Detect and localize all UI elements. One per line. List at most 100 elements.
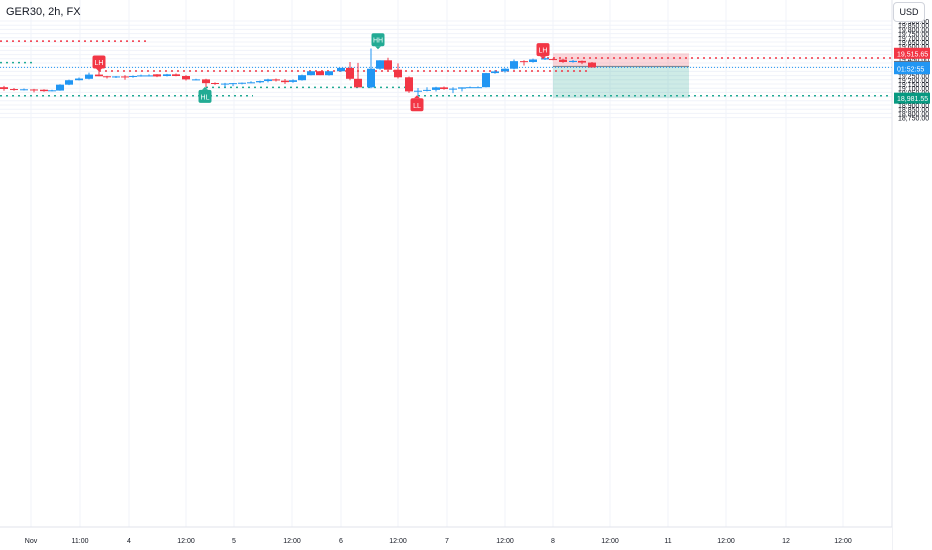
candle (163, 73, 171, 77)
price-tick-label: 19,850.00 (898, 23, 929, 30)
candle (432, 86, 440, 92)
price-tick-label: 19,700.00 (898, 36, 929, 43)
stop-loss-zone (553, 53, 689, 67)
candle-body (325, 71, 333, 76)
candle (316, 70, 324, 76)
price-tag: 18,981.55 (894, 92, 930, 104)
candle-body (405, 77, 413, 92)
price-tag-text: 01:52:55 (897, 67, 924, 74)
candle (307, 71, 315, 76)
time-tick-label: 12:00 (177, 538, 195, 545)
candle-body (56, 84, 64, 91)
candle-body (529, 59, 537, 62)
candle-body (137, 75, 145, 77)
swing-label-text: HL (201, 94, 210, 101)
price-tick-label: 18,750.00 (898, 116, 929, 123)
price-tick-label: 19,200.00 (898, 78, 929, 85)
candle (153, 74, 161, 78)
candle (440, 86, 448, 90)
candle-body (307, 71, 315, 76)
candle-body (501, 68, 509, 72)
candle-body (192, 79, 200, 81)
candle (529, 58, 537, 63)
candle (264, 78, 272, 83)
candle (588, 61, 596, 68)
swing-label-text: LH (95, 60, 104, 67)
price-tick-label: 19,100.00 (898, 86, 929, 93)
candle (482, 72, 490, 88)
swing-label-box (371, 33, 385, 47)
candle-body (95, 74, 103, 77)
candle-body (264, 79, 272, 82)
candle (202, 78, 210, 87)
candle-body (256, 81, 264, 83)
candle (325, 71, 333, 76)
candle-body (202, 79, 210, 84)
candle (559, 58, 567, 63)
candle-body (367, 68, 375, 88)
swing-label-text: LH (539, 48, 548, 55)
candle (137, 74, 145, 77)
candle (423, 87, 431, 92)
candle-body (588, 62, 596, 68)
swing-label[interactable]: HH (371, 33, 385, 50)
price-tag-text: 18,981.55 (897, 96, 928, 103)
candle-body (229, 83, 237, 85)
position-zones (553, 53, 689, 99)
candle (211, 82, 219, 85)
candle-body (129, 76, 137, 78)
price-axis: 19,900.0019,850.0019,800.0019,750.0019,7… (891, 0, 932, 550)
candle-body (289, 80, 297, 82)
candle-body (153, 74, 161, 77)
candle-body (466, 87, 474, 89)
swing-label-pointer (540, 56, 546, 60)
time-tick-label: 12:00 (283, 538, 301, 545)
candle (569, 60, 577, 63)
candle (192, 78, 200, 81)
candle (40, 89, 48, 92)
time-tick-label: 7 (445, 538, 449, 545)
candle (221, 82, 229, 88)
candle-body (145, 75, 153, 77)
swing-label[interactable]: LL (410, 95, 424, 112)
candle (458, 87, 466, 92)
candle-body (510, 61, 518, 69)
candle (354, 62, 362, 88)
candle (346, 61, 354, 81)
candle-body (20, 89, 28, 91)
price-tag: 01:52:55 (894, 63, 930, 75)
candle (182, 75, 190, 81)
time-tick-label: 11 (664, 538, 671, 545)
candle (501, 68, 509, 73)
price-tag-box (894, 92, 930, 104)
candle (541, 57, 549, 61)
candle-body (298, 75, 306, 81)
time-tick-label: 12:00 (834, 538, 852, 545)
chart-grid (0, 0, 892, 527)
candle-body (423, 89, 431, 91)
candle-body (316, 71, 324, 76)
candle (56, 84, 64, 91)
candle (48, 89, 56, 92)
candle-body (337, 67, 345, 72)
candle (85, 72, 93, 80)
time-tick-label: 12:00 (496, 538, 514, 545)
swing-label[interactable]: HL (198, 86, 212, 103)
swing-label[interactable]: LH (92, 55, 106, 72)
symbol-title[interactable]: GER30, 2h, FX (6, 6, 81, 18)
time-tick-label: 5 (232, 538, 236, 545)
candle-body (172, 74, 180, 77)
candle (474, 86, 482, 89)
candle-body (474, 87, 482, 89)
candle (367, 48, 375, 89)
candle-body (376, 60, 384, 69)
candle (75, 77, 83, 81)
candle (549, 58, 557, 61)
time-tick-label: 11:00 (72, 538, 89, 545)
time-tick-label: 12:00 (601, 538, 619, 545)
swing-label[interactable]: LH (536, 43, 550, 60)
currency-button[interactable]: USD (893, 2, 925, 22)
price-axis-bg (892, 0, 932, 550)
candle-body (449, 88, 457, 90)
